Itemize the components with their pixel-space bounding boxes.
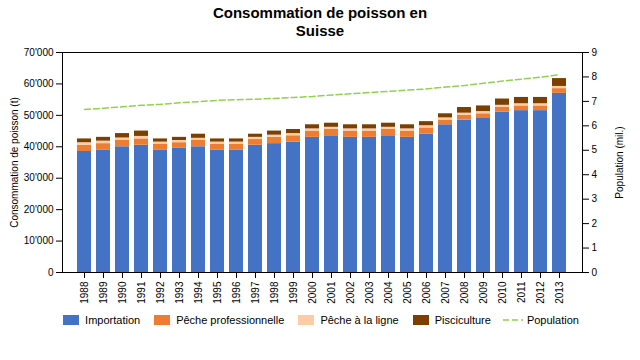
svg-text:2: 2 <box>592 218 598 229</box>
svg-text:2003: 2003 <box>364 281 375 304</box>
svg-text:1998: 1998 <box>269 281 280 304</box>
svg-text:10'000: 10'000 <box>24 235 54 246</box>
svg-text:6: 6 <box>592 120 598 131</box>
html-text:Population: Population <box>526 314 579 326</box>
svg-text:8: 8 <box>592 71 598 82</box>
svg-text:2011: 2011 <box>516 281 527 303</box>
svg-text:1993: 1993 <box>174 281 185 304</box>
svg-text:1991: 1991 <box>136 281 147 304</box>
html-text:Pêche professionnelle: Pêche professionnelle <box>176 314 285 326</box>
svg-text:9: 9 <box>592 47 598 58</box>
html-text:Pêche à la ligne: Pêche à la ligne <box>320 314 399 326</box>
svg-text:1997: 1997 <box>250 281 261 304</box>
svg-text:2010: 2010 <box>497 281 508 304</box>
svg-text:1999: 1999 <box>288 281 299 304</box>
svg-text:3: 3 <box>592 193 598 204</box>
svg-text:Consommation de poisson (t): Consommation de poisson (t) <box>9 97 20 228</box>
html-text:Pisciculture: Pisciculture <box>434 314 491 326</box>
svg-text:20'000: 20'000 <box>24 204 54 215</box>
svg-text:1: 1 <box>592 242 598 253</box>
svg-text:5: 5 <box>592 144 598 155</box>
svg-text:2005: 2005 <box>402 281 413 304</box>
svg-text:0: 0 <box>592 267 598 278</box>
svg-text:2000: 2000 <box>307 281 318 304</box>
svg-text:2012: 2012 <box>535 281 546 304</box>
svg-text:2001: 2001 <box>326 281 337 304</box>
svg-text:1989: 1989 <box>98 281 109 304</box>
svg-text:1990: 1990 <box>117 281 128 304</box>
html-text:Consommation de poisson en Sui: Consommation de poisson en Suisse <box>212 4 428 39</box>
svg-text:7: 7 <box>592 96 598 107</box>
svg-text:2004: 2004 <box>383 281 394 304</box>
svg-text:2002: 2002 <box>345 281 356 304</box>
svg-text:40'000: 40'000 <box>24 141 54 152</box>
svg-text:1996: 1996 <box>231 281 242 304</box>
html-text:Importation: Importation <box>85 314 141 326</box>
svg-text:2009: 2009 <box>478 281 489 304</box>
svg-text:4: 4 <box>592 169 598 180</box>
svg-text:2008: 2008 <box>459 281 470 304</box>
svg-text:2013: 2013 <box>554 281 565 304</box>
svg-text:1992: 1992 <box>155 281 166 304</box>
svg-text:Population (mil.): Population (mil.) <box>614 126 625 198</box>
svg-text:1988: 1988 <box>79 281 90 304</box>
svg-text:0: 0 <box>48 267 54 278</box>
svg-text:50'000: 50'000 <box>24 110 54 121</box>
svg-text:60'000: 60'000 <box>24 78 54 89</box>
svg-text:70'000: 70'000 <box>24 47 54 58</box>
svg-text:1994: 1994 <box>193 281 204 304</box>
svg-text:2007: 2007 <box>440 281 451 304</box>
svg-text:1995: 1995 <box>212 281 223 304</box>
svg-text:2006: 2006 <box>421 281 432 304</box>
svg-text:30'000: 30'000 <box>24 172 54 183</box>
